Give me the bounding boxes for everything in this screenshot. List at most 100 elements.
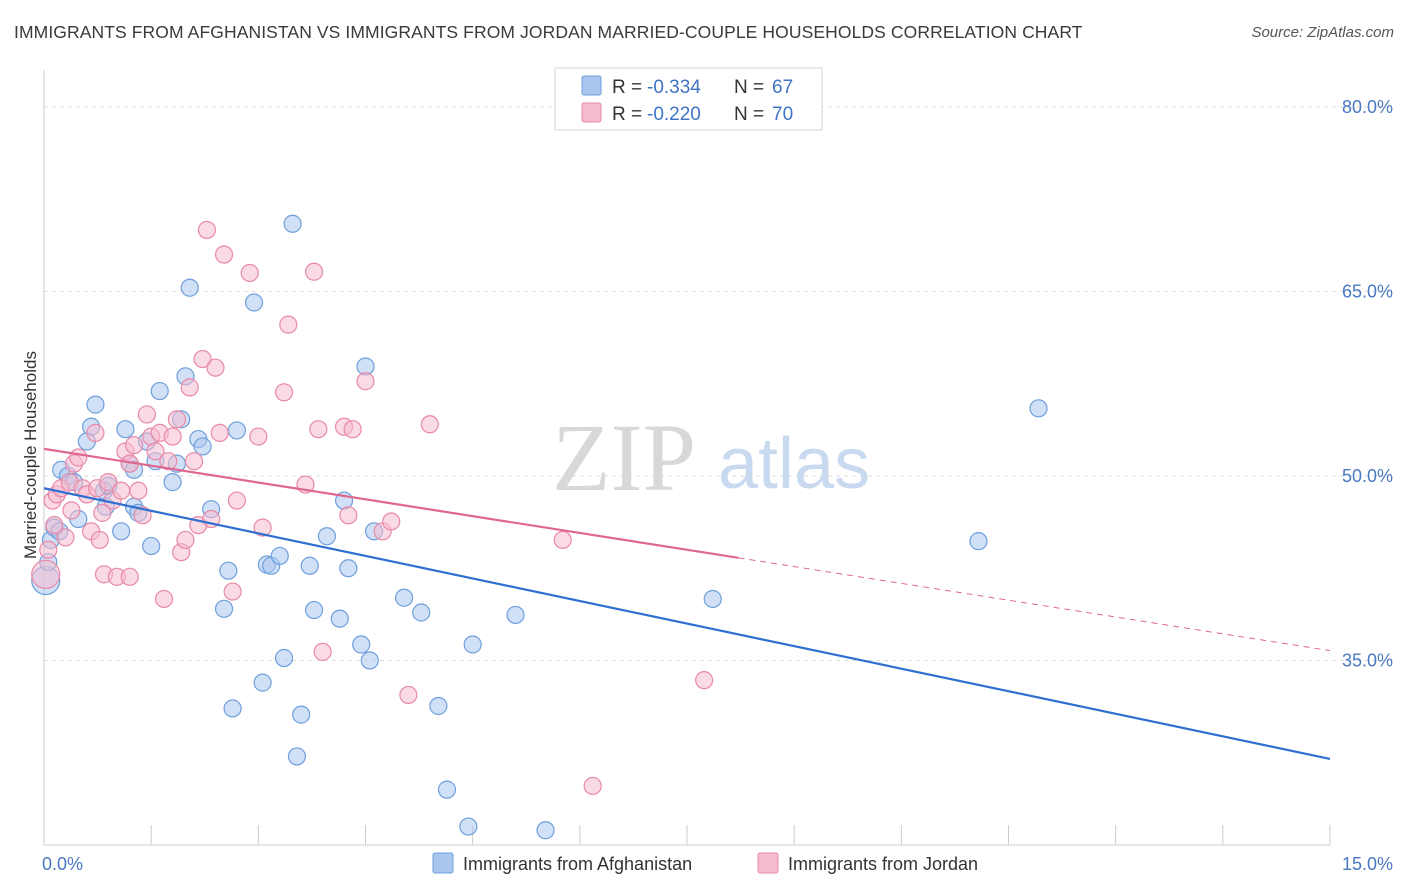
watermark-zip: ZIP <box>552 404 696 511</box>
jordan-point-7 <box>69 448 88 467</box>
jordan-point-53 <box>313 642 332 661</box>
jordan-point-35 <box>184 452 204 471</box>
jordan-point-23 <box>133 506 152 525</box>
bottom-legend-swatch-afghanistan <box>432 852 454 874</box>
afghanistan-point-36 <box>244 293 264 312</box>
legend-r-label-1: R = <box>612 77 642 98</box>
afghanistan-point-62 <box>536 821 555 840</box>
afghanistan-point-48 <box>330 609 349 628</box>
legend-n-label-1: N = <box>734 77 764 98</box>
afghanistan-point-35 <box>227 421 246 440</box>
jordan-point-34 <box>180 378 199 397</box>
y-tick-label-0: 80.0% <box>1342 97 1393 117</box>
afghanistan-point-63 <box>703 589 722 609</box>
afghanistan-point-10 <box>86 395 105 414</box>
chart-source: Source: ZipAtlas.com <box>1251 24 1394 41</box>
jordan-point-28 <box>154 589 174 609</box>
jordan-point-69 <box>120 567 139 586</box>
y-tick-label-3: 35.0% <box>1342 650 1393 670</box>
legend-n-value-2: 70 <box>772 104 793 125</box>
jordan-point-11 <box>86 423 105 442</box>
jordan-point-26 <box>146 442 165 461</box>
jordan-point-33 <box>176 530 195 550</box>
jordan-point-61 <box>420 415 439 434</box>
afghanistan-point-23 <box>150 381 169 401</box>
watermark-atlas: atlas <box>718 424 870 504</box>
afghanistan-point-45 <box>300 556 319 575</box>
afghanistan-point-56 <box>412 603 431 622</box>
chart-title: IMMIGRANTS FROM AFGHANISTAN VS IMMIGRANT… <box>14 22 1083 42</box>
x-tick-label-0: 0.0% <box>42 854 83 874</box>
jordan-point-41 <box>210 423 229 442</box>
jordan-point-40 <box>206 358 225 377</box>
jordan-point-42 <box>214 245 234 264</box>
jordan-point-63 <box>583 776 602 796</box>
legend-n-value-1: 67 <box>772 77 793 98</box>
afghanistan-point-33 <box>219 561 238 580</box>
afghanistan-point-59 <box>459 817 478 836</box>
afghanistan-point-53 <box>360 651 379 670</box>
afghanistan-point-44 <box>292 705 311 724</box>
jordan-point-68 <box>93 503 112 522</box>
jordan-point-60 <box>399 685 418 705</box>
jordan-point-15 <box>99 473 118 492</box>
afghanistan-point-47 <box>317 527 337 546</box>
jordan-point-62 <box>553 530 572 550</box>
afghanistan-point-30 <box>193 437 212 456</box>
afghanistan-point-64 <box>969 532 988 551</box>
jordan-point-57 <box>356 372 375 391</box>
afghanistan-point-58 <box>437 780 457 799</box>
afghanistan-point-21 <box>142 536 161 556</box>
afghanistan-point-43 <box>287 747 307 766</box>
jordan-point-30 <box>163 427 182 446</box>
legend-swatch-jordan <box>581 102 602 123</box>
jordan-point-52 <box>309 420 328 439</box>
trend-line-jordan-extension <box>738 557 1331 652</box>
jordan-point-48 <box>274 383 294 402</box>
x-tick-labels: 0.0% 15.0% <box>42 854 1393 874</box>
afghanistan-point-14 <box>112 522 131 541</box>
jordan-point-66 <box>56 528 75 547</box>
series-legend: Immigrants from Afghanistan Immigrants f… <box>432 852 978 874</box>
jordan-point-21 <box>124 436 144 455</box>
legend-swatch-afghanistan <box>581 75 602 96</box>
jordan-point-43 <box>223 582 242 601</box>
jordan-point-29 <box>159 452 178 471</box>
afghanistan-point-24 <box>163 473 182 492</box>
afghanistan-point-15 <box>116 420 135 439</box>
afghanistan-point-50 <box>339 559 358 578</box>
afghanistan-point-61 <box>506 605 525 625</box>
jordan-point-18 <box>112 481 131 500</box>
afghanistan-point-42 <box>283 214 302 233</box>
afghanistan-point-46 <box>304 600 324 620</box>
jordan-point-1 <box>39 540 58 559</box>
stats-legend: R = -0.334 N = 67 R = -0.220 N = 70 <box>554 67 823 131</box>
afghanistan-point-28 <box>180 278 199 297</box>
x-tick-label-1: 15.0% <box>1342 854 1393 874</box>
jordan-point-56 <box>343 420 362 439</box>
x-axis-ticks <box>43 825 1331 845</box>
bottom-legend-label-afghanistan: Immigrants from Afghanistan <box>463 854 692 874</box>
gridlines <box>44 106 1392 661</box>
jordan-point-55 <box>339 506 358 525</box>
jordan-point-67 <box>62 501 81 520</box>
y-tick-labels: 80.0% 65.0% 50.0% 35.0% <box>1342 97 1393 671</box>
afghanistan-point-57 <box>429 696 448 716</box>
jordan-point-49 <box>279 315 298 334</box>
bottom-legend-swatch-jordan <box>757 852 779 874</box>
afghanistan-point-41 <box>274 648 294 668</box>
bottom-legend-label-jordan: Immigrants from Jordan <box>788 854 978 874</box>
legend-r-label-2: R = <box>612 104 642 125</box>
trend-line-afghanistan <box>43 487 1331 760</box>
jordan-point-65 <box>45 516 64 535</box>
jordan-point-46 <box>249 427 268 446</box>
afghanistan-point-51 <box>352 635 371 654</box>
series-jordan-points <box>31 220 714 796</box>
trend-lines <box>43 447 1331 760</box>
legend-r-value-2: -0.220 <box>647 104 701 125</box>
afghanistan-point-55 <box>394 588 414 607</box>
jordan-point-22 <box>129 481 148 500</box>
afghanistan-point-40 <box>270 546 289 566</box>
jordan-point-38 <box>197 220 216 240</box>
